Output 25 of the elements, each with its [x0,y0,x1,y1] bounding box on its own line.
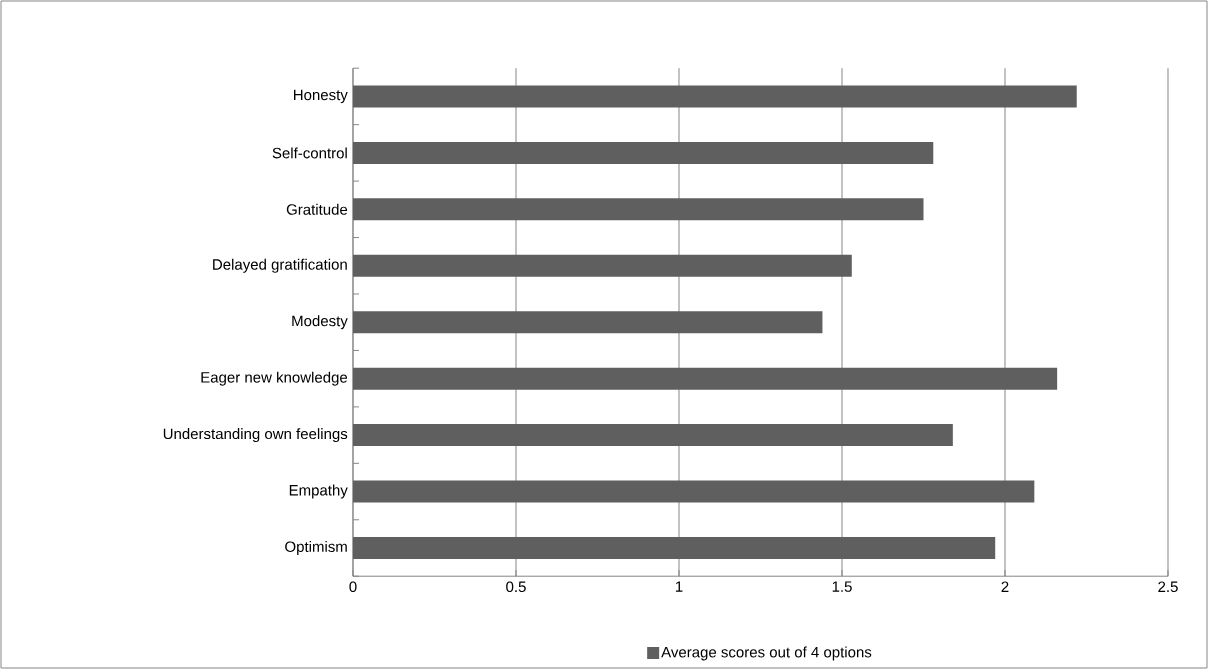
bar [353,480,1035,503]
x-tick-label: 0 [349,581,357,593]
bar [353,424,953,447]
y-tick-label: Eager new knowledge [201,371,348,386]
bar [353,367,1058,390]
x-tick-label: 1.5 [832,581,852,592]
bar [353,141,934,164]
x-tick-label: 0.5 [506,581,526,593]
y-tick-label: Delayed gratification [213,258,347,273]
y-tick-label: Self-control [272,147,347,159]
bar [353,536,996,559]
y-tick-label: Empathy [289,484,348,499]
bar [353,85,1077,108]
x-tick-label: 1 [675,581,683,592]
y-tick-label: Gratitude [286,203,348,215]
y-tick-label: Optimism [285,541,347,555]
bar [353,198,924,221]
legend-label: Average scores out of 4 options [661,646,872,661]
bar [353,254,852,277]
y-tick-label: Honesty [294,89,348,104]
y-tick-label: Understanding own feelings [163,428,348,443]
x-tick-label: 2.5 [1158,581,1178,593]
y-tick-label: Modesty [292,315,348,330]
bar [353,311,823,334]
x-tick-label: 2 [1001,581,1009,592]
